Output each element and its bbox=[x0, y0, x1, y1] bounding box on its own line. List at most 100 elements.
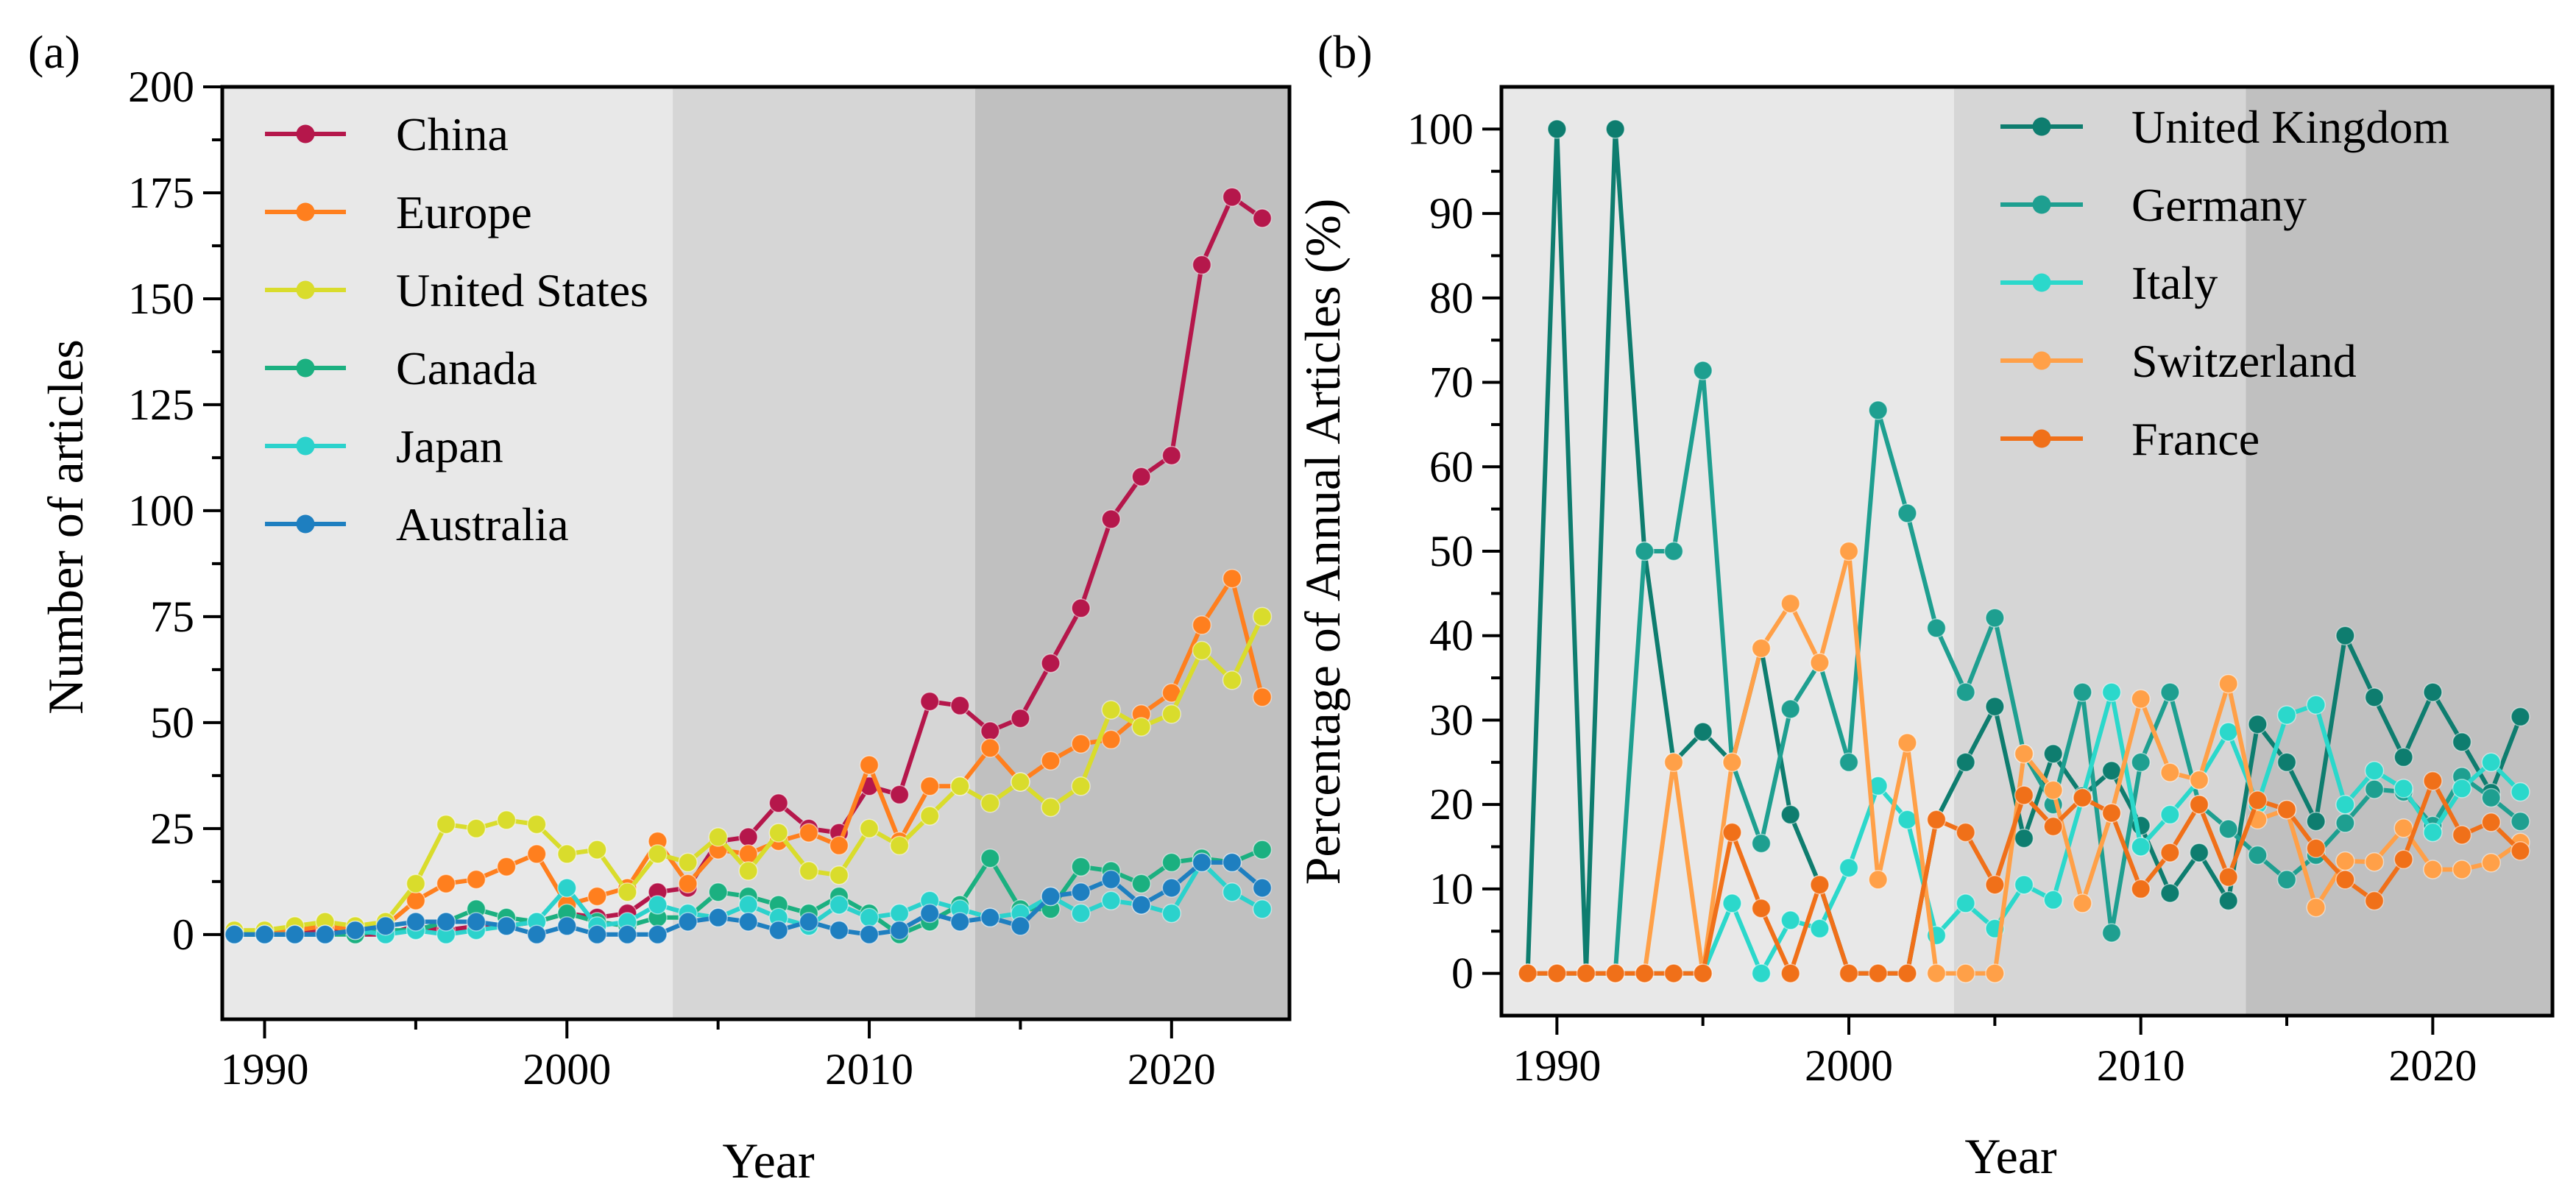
panel-b-point-united-kingdom-2018 bbox=[2364, 687, 2385, 707]
panel-a-point-australia-2016 bbox=[1041, 886, 1061, 907]
panel-b-point-united-kingdom-2006 bbox=[2014, 828, 2034, 849]
panel-a-legend-item-united-states: United States bbox=[265, 264, 648, 316]
panel-a-point-united-states-2007 bbox=[768, 823, 789, 843]
panel-a-point-australia-2007 bbox=[768, 920, 789, 941]
panel-a-point-australia-1993 bbox=[345, 920, 365, 941]
panel-a-point-europe-1996 bbox=[436, 874, 456, 893]
panel-b-x-tick-label-2000: 2000 bbox=[1805, 1041, 1893, 1090]
panel-a-legend-label-europe: Europe bbox=[396, 186, 532, 238]
panel-a-point-australia-1999 bbox=[526, 924, 547, 945]
panel-a-point-japan-2006 bbox=[738, 895, 758, 915]
panel-b-point-united-kingdom-2004 bbox=[1956, 752, 1975, 773]
panel-a-point-china-2023 bbox=[1252, 208, 1273, 228]
panel-b-legend-marker-italy bbox=[2032, 273, 2051, 292]
panel-b-point-france-2000 bbox=[1839, 963, 1859, 983]
panel-b-point-germany-2000 bbox=[1839, 752, 1859, 773]
panel-b-legend-label-germany: Germany bbox=[2131, 179, 2307, 231]
panel-a-legend-label-united-states: United States bbox=[396, 264, 648, 316]
panel-a-point-australia-2005 bbox=[708, 907, 728, 928]
panel-a-legend-item-japan: Japan bbox=[265, 420, 503, 472]
panel-a-point-japan-2009 bbox=[829, 895, 849, 915]
panel-a-point-canada-2020 bbox=[1161, 852, 1182, 873]
panel-b-point-france-1992 bbox=[1605, 963, 1625, 983]
panel-a-x-tick-label-2000: 2000 bbox=[523, 1045, 611, 1094]
panel-b-point-france-2015 bbox=[2276, 799, 2297, 820]
panel-b-point-france-2005 bbox=[1985, 874, 2005, 895]
panel-b-point-italy-2013 bbox=[2218, 722, 2238, 742]
panel-a-point-japan-2023 bbox=[1252, 899, 1273, 919]
panel-b-legend-marker-germany bbox=[2032, 195, 2051, 214]
panel-a-point-europe-2016 bbox=[1041, 751, 1061, 771]
panel-a-point-australia-2013 bbox=[950, 912, 970, 932]
panel-b-point-united-kingdom-2016 bbox=[2306, 811, 2326, 832]
panel-a-point-united-states-2021 bbox=[1192, 640, 1212, 661]
panel-a-point-australia-2000 bbox=[557, 916, 577, 936]
panel-b-point-germany-1995 bbox=[1693, 361, 1713, 380]
panel-b-point-france-1989 bbox=[1518, 963, 1538, 983]
panel-a-x-tick-label-1990: 1990 bbox=[221, 1045, 309, 1094]
panel-b-point-switzerland-2007 bbox=[2043, 780, 2063, 800]
panel-a-point-australia-1997 bbox=[466, 912, 486, 932]
panel-a-series-united-states bbox=[224, 606, 1273, 941]
panel-a-point-united-states-1998 bbox=[496, 810, 517, 830]
panel-b-x-axis-title: Year bbox=[1964, 1128, 2057, 1184]
panel-a-point-australia-2006 bbox=[738, 912, 758, 932]
panel-b-point-germany-2023 bbox=[2510, 811, 2530, 832]
panel-b-point-united-kingdom-2012 bbox=[2189, 843, 2209, 863]
panel-b-point-united-kingdom-2017 bbox=[2335, 626, 2355, 645]
panel-b-point-switzerland-2010 bbox=[2131, 689, 2151, 709]
panel-a-y-tick-label-0: 0 bbox=[172, 910, 194, 959]
panel-a-point-china-2019 bbox=[1131, 467, 1151, 487]
panel-b-y-tick-label-40: 40 bbox=[1429, 612, 1473, 660]
panel-b-point-germany-1993 bbox=[1635, 541, 1655, 562]
panel-a-point-europe-2001 bbox=[587, 886, 607, 907]
panel-b-legend-marker-france bbox=[2032, 429, 2051, 448]
panel-b-point-italy-2011 bbox=[2160, 804, 2180, 825]
panel-b-point-germany-1997 bbox=[1751, 833, 1772, 854]
panel-a-point-australia-2021 bbox=[1192, 852, 1212, 873]
panel-a-point-china-2012 bbox=[919, 691, 940, 712]
panel-b-point-france-2017 bbox=[2335, 870, 2355, 890]
panel-a-point-australia-2004 bbox=[678, 912, 698, 932]
panel-b-point-switzerland-2000 bbox=[1839, 541, 1859, 562]
panel-b-point-switzerland-2005 bbox=[1985, 963, 2005, 983]
panel-a-point-europe-2023 bbox=[1252, 687, 1273, 707]
panel-b-y-axis-title: Percentage of Annual Articles (%) bbox=[1295, 199, 1351, 885]
panel-a-point-australia-1992 bbox=[315, 924, 335, 945]
panel-b-y-tick-label-30: 30 bbox=[1429, 695, 1473, 744]
panel-a-legend-label-china: China bbox=[396, 108, 509, 160]
panel-b-point-france-2019 bbox=[2393, 849, 2413, 870]
panel-b-x-tick-label-2010: 2010 bbox=[2097, 1041, 2185, 1090]
panel-a-y-tick-label-100: 100 bbox=[128, 486, 194, 535]
panel-b-point-switzerland-2008 bbox=[2073, 893, 2092, 913]
panel-a-point-united-states-2003 bbox=[648, 844, 668, 864]
panel-b-point-italy-2000 bbox=[1839, 857, 1859, 878]
panel-a-point-australia-2010 bbox=[859, 924, 880, 945]
panel-b-point-germany-2002 bbox=[1897, 503, 1917, 523]
panel-b-point-france-2014 bbox=[2248, 790, 2268, 810]
panel-a-point-australia-1990 bbox=[255, 924, 275, 945]
panel-a-point-australia-2022 bbox=[1222, 852, 1242, 873]
panel-a-point-united-states-2011 bbox=[889, 835, 910, 856]
panel-a-point-china-2013 bbox=[950, 695, 970, 716]
panel-a-point-canada-2019 bbox=[1131, 874, 1151, 893]
panel-a-point-australia-2019 bbox=[1131, 895, 1151, 915]
panel-a-legend-marker-europe bbox=[296, 202, 315, 222]
panel-a-legend: China Europe United States Canada Japan Austr… bbox=[265, 108, 648, 550]
panel-a-y-tick-label-25: 25 bbox=[150, 804, 194, 853]
panel-a-series bbox=[224, 187, 1273, 945]
panel-b-point-france-2009 bbox=[2101, 803, 2122, 823]
panel-b-point-germany-2017 bbox=[2335, 813, 2355, 833]
panel-b-point-germany-2010 bbox=[2131, 752, 2151, 773]
panel-a-point-united-states-2002 bbox=[618, 882, 637, 902]
panel-b-point-france-2013 bbox=[2218, 867, 2238, 888]
panel-b-y-tick-label-60: 60 bbox=[1429, 442, 1473, 491]
panel-b-point-united-kingdom-2015 bbox=[2276, 752, 2297, 773]
panel-a-point-canada-2005 bbox=[708, 882, 728, 902]
panel-a-point-japan-2022 bbox=[1222, 882, 1242, 902]
panel-b-legend-label-france: France bbox=[2131, 413, 2260, 465]
panel-b-point-france-1997 bbox=[1751, 899, 1772, 918]
panel-b-point-france-2016 bbox=[2306, 838, 2326, 859]
panel-b-y-tick-label-20: 20 bbox=[1429, 780, 1473, 829]
